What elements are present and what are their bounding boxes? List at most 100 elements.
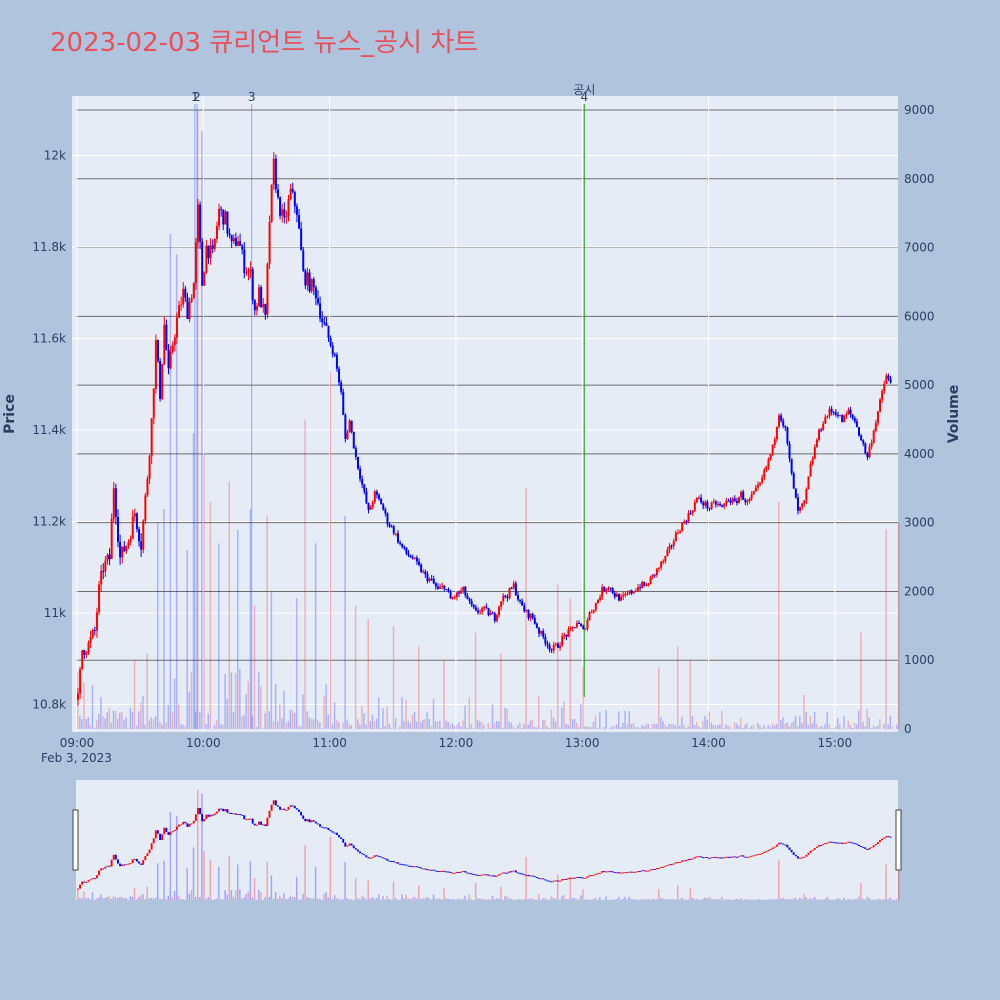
mini-candle [727,856,730,858]
candle [361,478,364,485]
candle [660,561,663,568]
mini-volume-bar [571,898,574,900]
volume-bar [156,522,159,729]
main-plot-area[interactable] [72,96,898,732]
mini-volume-bar [527,899,529,900]
volume-bar [281,718,283,729]
volume-bar [778,502,780,729]
volume-bar [472,728,475,729]
mini-volume-bar [516,899,519,900]
mini-volume-bar [556,874,559,900]
mini-candle [748,856,751,858]
volume-bar [434,721,437,729]
mini-volume-bar [289,896,292,900]
mini-candle [719,857,721,859]
volume-bar [430,726,433,729]
mini-volume-bar [519,898,521,900]
candle [432,578,435,584]
mini-volume-bar [868,897,871,900]
mini-candle [201,814,204,822]
candle [738,497,741,504]
mini-candle [350,843,353,846]
y-price-tick-label: 11.4k [32,423,66,437]
candle [849,409,852,415]
mini-volume-bar [752,899,755,900]
candle [563,634,566,637]
candle [698,497,701,499]
candle [855,421,858,428]
mini-volume-bar [443,887,445,900]
mini-candle [243,815,246,820]
mini-volume-bar [226,894,228,900]
candle [672,541,675,546]
mini-candle [460,871,463,873]
volume-bar [828,724,831,729]
mini-volume-bar [786,898,788,900]
volume-bar [493,723,496,729]
range-slider[interactable] [76,780,898,900]
candle [832,412,835,414]
volume-bar [190,671,193,729]
volume-bar [285,722,287,729]
volume-bar [796,725,799,729]
volume-bar [626,724,628,729]
volume-bar [142,696,144,729]
mini-candle [533,876,536,878]
candle [523,605,526,612]
candle [106,554,109,561]
volume-bar [112,710,115,729]
volume-bar [401,697,403,729]
mini-candle [432,869,435,871]
candle [382,504,385,510]
mini-candle [750,855,753,857]
range-slider-left-handle[interactable] [72,809,79,871]
volume-bar [338,721,340,729]
mini-volume-bar [792,898,795,900]
mini-volume-bar [165,898,167,900]
volume-bar [548,727,551,729]
x-axis-date-label: Feb 3, 2023 [41,751,112,765]
candle [245,272,248,274]
candle [310,279,313,292]
mini-volume-bar [567,899,569,900]
candle [420,564,423,573]
volume-bar [453,726,456,729]
candle [165,324,168,350]
volume-bar [594,715,597,729]
mini-candle [721,857,724,859]
mini-candle [338,835,340,838]
mini-volume-bar [171,897,174,900]
candle [451,597,454,599]
mini-candle [622,872,625,874]
mini-candle [119,863,121,867]
mini-candle [192,820,195,824]
volume-bar [222,724,224,729]
mini-volume-bar [325,892,327,900]
volume-bar [491,704,494,729]
mini-candle [805,854,808,857]
candle [630,590,633,594]
volume-bar [91,685,94,729]
candle [169,351,172,369]
volume-bar [209,502,212,729]
mini-candle [636,871,639,873]
range-slider-right-handle[interactable] [895,809,902,871]
mini-candle [169,832,172,835]
volume-bar [748,728,751,729]
volume-bar [596,727,599,729]
mini-candle [563,878,566,880]
mini-volume-bar [306,896,308,900]
mini-candle [491,875,494,877]
mini-candle [289,805,292,808]
candle [670,545,673,547]
mini-volume-bar [373,898,376,900]
volume-bar [462,720,464,729]
candle [858,427,861,436]
mini-candle [464,871,467,873]
mini-candle [106,865,109,867]
volume-bar [563,701,565,729]
mini-candle [879,840,881,843]
volume-bar [154,716,157,729]
volume-bar [196,110,199,729]
mini-candle [167,831,170,835]
